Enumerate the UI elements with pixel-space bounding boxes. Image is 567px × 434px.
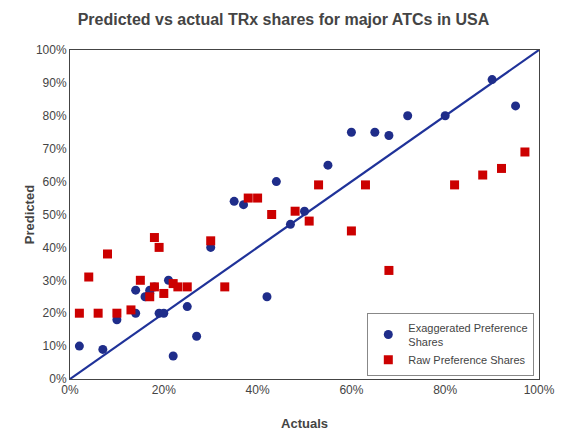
svg-text:0%: 0%: [61, 383, 79, 397]
svg-text:20%: 20%: [152, 383, 176, 397]
svg-text:Actuals: Actuals: [281, 416, 328, 431]
svg-text:20%: 20%: [43, 306, 67, 320]
svg-text:Predicted vs actual TRx shares: Predicted vs actual TRx shares for major…: [78, 11, 490, 28]
svg-text:30%: 30%: [43, 274, 67, 288]
svg-text:90%: 90%: [43, 76, 67, 90]
svg-text:100%: 100%: [36, 43, 67, 57]
svg-text:60%: 60%: [339, 383, 363, 397]
svg-text:40%: 40%: [43, 241, 67, 255]
svg-text:Predicted: Predicted: [22, 185, 37, 244]
svg-text:60%: 60%: [43, 175, 67, 189]
svg-text:50%: 50%: [43, 208, 67, 222]
svg-text:0%: 0%: [49, 372, 67, 386]
svg-text:Raw Preference Shares: Raw Preference Shares: [408, 354, 525, 366]
svg-text:70%: 70%: [43, 142, 67, 156]
svg-text:10%: 10%: [43, 339, 67, 353]
svg-text:80%: 80%: [433, 383, 457, 397]
svg-text:80%: 80%: [43, 109, 67, 123]
svg-text:Exaggerated PreferenceShares: Exaggerated PreferenceShares: [408, 322, 527, 348]
svg-text:100%: 100%: [524, 383, 555, 397]
svg-text:40%: 40%: [246, 383, 270, 397]
